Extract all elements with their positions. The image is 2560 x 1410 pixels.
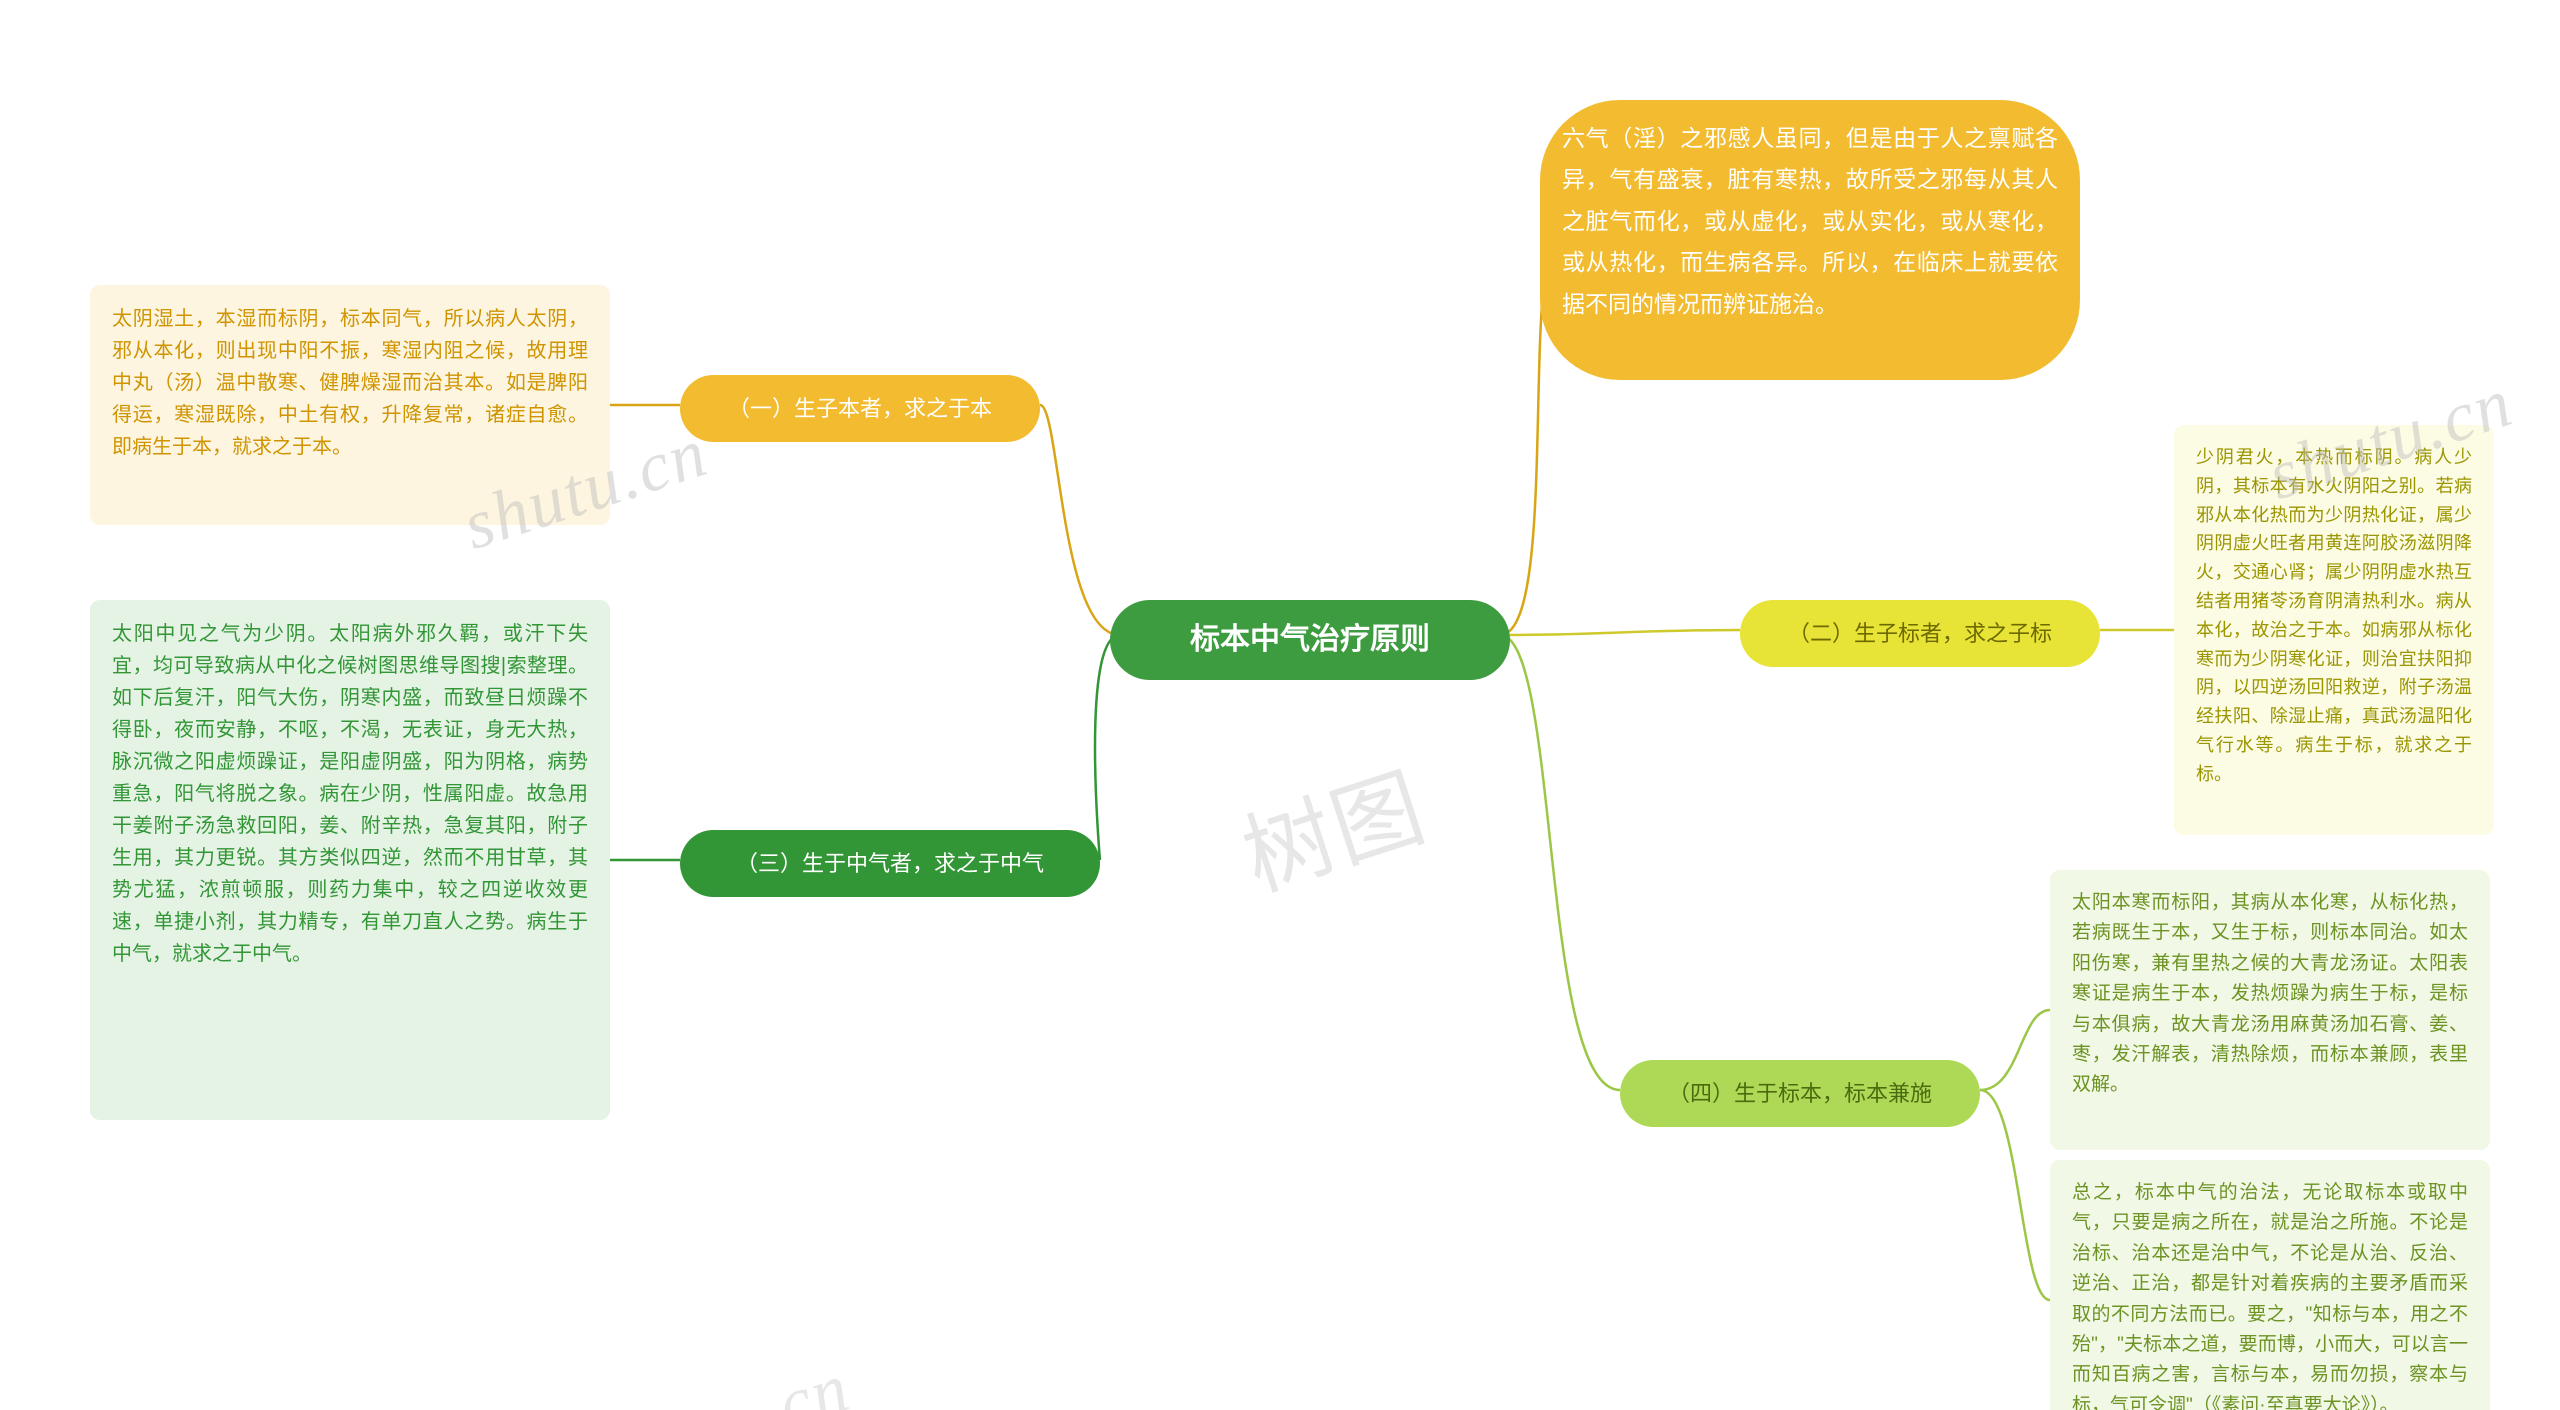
watermark: .cn [1670, 1388, 1780, 1410]
branch-1-leaf: 太阴湿土，本湿而标阴，标本同气，所以病人太阴，邪从本化，则出现中阳不振，寒湿内阻… [90, 285, 610, 525]
intro-leaf: 六气（淫）之邪感人虽同，但是由于人之禀赋各异，气有盛衰，脏有寒热，故所受之邪每从… [1540, 100, 2080, 380]
center-node[interactable]: 标本中气治疗原则 [1110, 600, 1510, 680]
branch-4-node[interactable]: （四）生于标本，标本兼施 [1620, 1060, 1980, 1127]
branch-3-node[interactable]: （三）生于中气者，求之于中气 [680, 830, 1100, 897]
watermark: 树图 [1224, 735, 1439, 915]
branch-2-leaf: 少阴君火，本热而标阴。病人少阴，其标本有水火阴阳之别。若病邪从本化热而为少阴热化… [2174, 425, 2494, 835]
mindmap-canvas: 标本中气治疗原则 （一）生子本者，求之于本 太阴湿土，本湿而标阴，标本同气，所以… [0, 0, 2560, 1410]
branch-4-leaf-2: 总之，标本中气的治法，无论取标本或取中气，只要是病之所在，就是治之所施。不论是治… [2050, 1160, 2490, 1410]
branch-3-leaf: 太阳中见之气为少阴。太阳病外邪久羁，或汗下失宜，均可导致病从中化之候树图思维导图… [90, 600, 610, 1120]
branch-1-node[interactable]: （一）生子本者，求之于本 [680, 375, 1040, 442]
branch-4-leaf-1: 太阳本寒而标阳，其病从本化寒，从标化热，若病既生于本，又生于标，则标本同治。如太… [2050, 870, 2490, 1150]
branch-2-node[interactable]: （二）生子标者，求之子标 [1740, 600, 2100, 667]
watermark: .cn [750, 1348, 860, 1410]
